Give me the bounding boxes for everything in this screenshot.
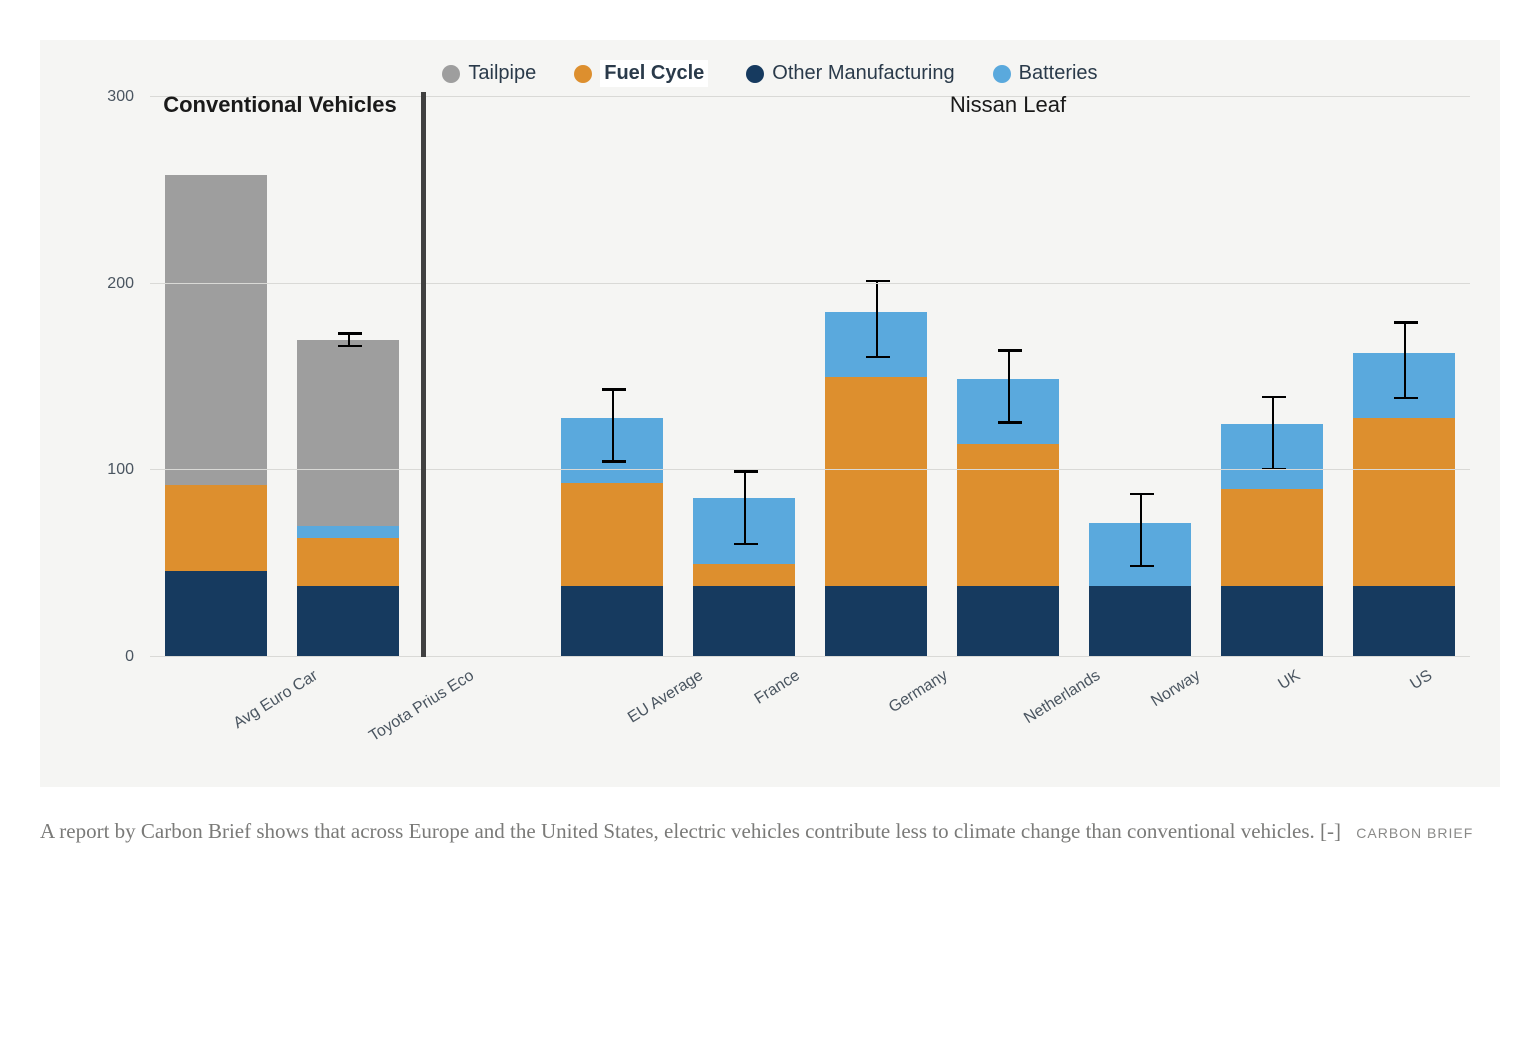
- error-bar: [1008, 349, 1010, 424]
- xlabel-slot: Avg Euro Car: [150, 657, 282, 777]
- x-tick-label: Norway: [1148, 667, 1204, 711]
- xlabel-slot: Germany: [810, 657, 942, 777]
- bar[interactable]: [561, 97, 664, 657]
- chart-container: Tailpipe Fuel Cycle Other Manufacturing Bat…: [40, 40, 1500, 787]
- y-tick-label: 100: [107, 461, 134, 479]
- legend-swatch: [746, 65, 764, 83]
- y-tick-label: 0: [125, 648, 134, 666]
- gridline: [150, 469, 1470, 470]
- error-bar: [1140, 493, 1142, 568]
- bar-segment-other_mfg: [297, 586, 400, 657]
- legend: Tailpipe Fuel Cycle Other Manufacturing Bat…: [60, 60, 1480, 87]
- error-bar: [1272, 396, 1274, 471]
- bar-segment-fuel_cycle: [1353, 418, 1456, 586]
- bar-segment-fuel_cycle: [825, 377, 928, 586]
- bar-segment-fuel_cycle: [297, 538, 400, 587]
- bar[interactable]: [1089, 97, 1192, 657]
- bar-slot: [282, 97, 414, 657]
- legend-label: Tailpipe: [468, 62, 536, 85]
- error-bar: [876, 280, 878, 358]
- bars-area: [150, 97, 1470, 657]
- bar-segment-fuel_cycle: [693, 564, 796, 586]
- error-bar: [612, 388, 614, 463]
- legend-item[interactable]: Fuel Cycle: [574, 60, 708, 87]
- x-tick-label: France: [752, 667, 804, 709]
- xlabel-slot: Toyota Prius Eco: [282, 657, 414, 777]
- legend-item[interactable]: Batteries: [993, 60, 1098, 87]
- caption-text: A report by Carbon Brief shows that acro…: [40, 819, 1315, 843]
- y-tick-label: 300: [107, 88, 134, 106]
- bar-segment-other_mfg: [825, 586, 928, 657]
- xlabel-slot: [414, 657, 546, 777]
- bar-slot: [1206, 97, 1338, 657]
- bar-segment-fuel_cycle: [561, 483, 664, 586]
- legend-label: Other Manufacturing: [772, 62, 954, 85]
- bar[interactable]: [1221, 97, 1324, 657]
- bar-slot: [414, 97, 546, 657]
- x-tick-label: UK: [1275, 667, 1303, 694]
- xlabel-slot: EU Average: [546, 657, 678, 777]
- legend-label: Fuel Cycle: [600, 60, 708, 87]
- legend-item[interactable]: Tailpipe: [442, 60, 536, 87]
- bar-segment-other_mfg: [693, 586, 796, 657]
- section-label-conventional: Conventional Vehicles: [163, 92, 397, 118]
- bar-slot: [942, 97, 1074, 657]
- y-tick-label: 200: [107, 275, 134, 293]
- legend-swatch: [993, 65, 1011, 83]
- bar-segment-fuel_cycle: [957, 444, 1060, 586]
- bar-slot: [1338, 97, 1470, 657]
- caption-collapse-toggle[interactable]: [-]: [1320, 819, 1341, 843]
- plot-area: CO2-eqivalent emissions (grams per kilom…: [150, 97, 1470, 657]
- bar-slot: [546, 97, 678, 657]
- caption: A report by Carbon Brief shows that acro…: [40, 815, 1500, 848]
- bar-segment-other_mfg: [561, 586, 664, 657]
- legend-item[interactable]: Other Manufacturing: [746, 60, 954, 87]
- bar-segment-other_mfg: [1353, 586, 1456, 657]
- bar-segment-other_mfg: [957, 586, 1060, 657]
- bar-segment-tailpipe: [297, 340, 400, 527]
- xlabel-slot: Norway: [1074, 657, 1206, 777]
- legend-swatch: [574, 65, 592, 83]
- bar-segment-tailpipe: [165, 175, 268, 485]
- error-bar: [1404, 321, 1406, 399]
- bar-segment-fuel_cycle: [165, 485, 268, 571]
- error-bar: [744, 470, 746, 545]
- bar-segment-fuel_cycle: [1221, 489, 1324, 586]
- xlabel-slot: Netherlands: [942, 657, 1074, 777]
- bar[interactable]: [297, 97, 400, 657]
- legend-label: Batteries: [1019, 62, 1098, 85]
- bar-segment-batteries: [297, 526, 400, 537]
- legend-swatch: [442, 65, 460, 83]
- gridline: [150, 283, 1470, 284]
- bar[interactable]: [693, 97, 796, 657]
- bar-slot: [678, 97, 810, 657]
- xlabel-slot: UK: [1206, 657, 1338, 777]
- bar[interactable]: [825, 97, 928, 657]
- xlabel-slot: US: [1338, 657, 1470, 777]
- error-bar: [348, 332, 350, 347]
- x-axis-labels: Avg Euro CarToyota Prius Eco EU Average Fr…: [150, 657, 1470, 777]
- bar-segment-other_mfg: [165, 571, 268, 657]
- bar[interactable]: [165, 97, 268, 657]
- x-tick-label: US: [1407, 667, 1435, 694]
- bar-slot: [150, 97, 282, 657]
- section-label-leaf: Nissan Leaf: [950, 92, 1066, 118]
- xlabel-slot: France: [678, 657, 810, 777]
- bar-segment-other_mfg: [1089, 586, 1192, 657]
- bar-segment-other_mfg: [1221, 586, 1324, 657]
- section-divider: [421, 92, 426, 657]
- bar-slot: [810, 97, 942, 657]
- bar-slot: [1074, 97, 1206, 657]
- caption-credit: CARBON BRIEF: [1356, 825, 1473, 841]
